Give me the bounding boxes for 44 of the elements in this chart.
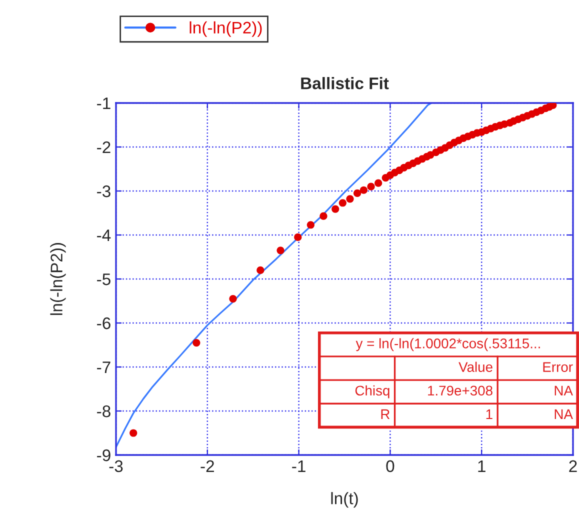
point	[338, 199, 346, 207]
x-axis-title: ln(t)	[331, 492, 358, 508]
legend-label: ln(-ln(P2))	[190, 21, 262, 37]
point	[229, 294, 237, 303]
point	[346, 195, 354, 203]
annotation: 1	[486, 409, 492, 419]
point	[374, 179, 382, 187]
annotation: 1.79e+308	[428, 386, 492, 396]
x-tick-label: 1	[478, 460, 486, 472]
y-tick-label: -8	[97, 405, 110, 418]
point	[353, 189, 362, 198]
chart-title: Ballistic Fit	[301, 77, 389, 90]
point	[192, 338, 200, 347]
y-axis-title: ln(-ln(P2))	[50, 242, 66, 315]
point	[320, 212, 328, 220]
y-tick-label: -9	[97, 449, 110, 462]
annotation: R	[381, 409, 390, 419]
y-tick-label: -5	[97, 274, 110, 286]
x-tick-label: -1	[292, 460, 306, 472]
x-tick-label: -2	[200, 460, 214, 472]
annotation: NA	[554, 386, 573, 396]
point	[294, 233, 302, 242]
y-tick-label: -2	[97, 141, 110, 154]
point	[332, 205, 340, 213]
point	[549, 103, 557, 110]
y-tick-label: -4	[97, 230, 111, 242]
annotation: Error	[543, 362, 573, 372]
x-tick-label: 2	[569, 460, 577, 472]
annotation: y = ln(-ln(1.0002*cos(.53115...	[356, 338, 540, 352]
annotation: Value	[458, 362, 492, 372]
point	[130, 429, 138, 437]
point	[367, 182, 375, 190]
y-tick-label: -6	[97, 317, 110, 330]
point	[256, 266, 264, 274]
annotation: NA	[554, 409, 573, 419]
point	[276, 246, 284, 254]
y-tick-label: -1	[97, 98, 110, 110]
annotation: Chisq	[355, 385, 390, 398]
y-tick-label: -7	[97, 362, 110, 374]
point	[360, 186, 368, 194]
x-tick-label: -3	[109, 460, 123, 472]
point	[306, 221, 314, 229]
x-tick-label: 0	[386, 460, 394, 472]
y-tick-label: -3	[97, 185, 110, 198]
